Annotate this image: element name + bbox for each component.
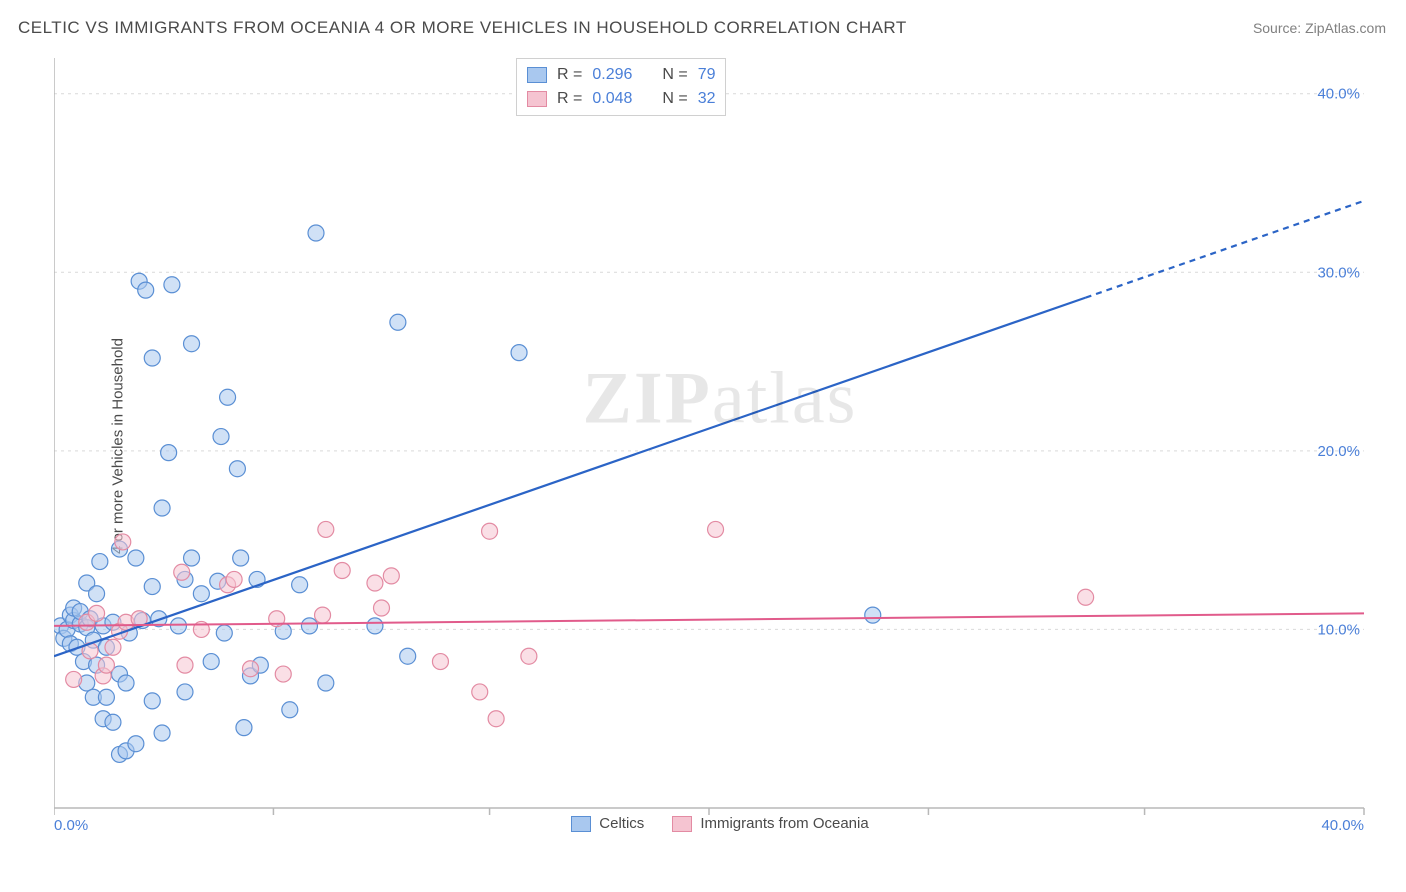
legend-label: Immigrants from Oceania — [700, 815, 868, 832]
svg-text:40.0%: 40.0% — [1317, 86, 1360, 103]
r-value: 0.048 — [592, 90, 644, 108]
scatter-plot: 10.0%20.0%30.0%40.0%0.0%40.0% ZIPatlas R… — [54, 58, 1386, 832]
r-value: 0.296 — [592, 66, 644, 84]
n-value: 32 — [698, 90, 716, 108]
plot-svg: 10.0%20.0%30.0%40.0%0.0%40.0% — [54, 58, 1386, 832]
svg-text:20.0%: 20.0% — [1317, 443, 1360, 460]
svg-text:10.0%: 10.0% — [1317, 621, 1360, 638]
svg-text:30.0%: 30.0% — [1317, 264, 1360, 281]
chart-title: CELTIC VS IMMIGRANTS FROM OCEANIA 4 OR M… — [18, 18, 907, 38]
r-label: R = — [557, 66, 582, 84]
legend-row-celtics: R = 0.296 N = 79 — [527, 63, 715, 87]
correlation-legend: R = 0.296 N = 79 R = 0.048 N = 32 — [516, 58, 726, 116]
swatch-oceania — [527, 91, 547, 107]
swatch-oceania — [672, 816, 692, 832]
swatch-celtics — [571, 816, 591, 832]
swatch-celtics — [527, 67, 547, 83]
source-attribution: Source: ZipAtlas.com — [1253, 20, 1386, 36]
n-label: N = — [662, 66, 687, 84]
legend-item-celtics: Celtics — [571, 815, 644, 832]
r-label: R = — [557, 90, 582, 108]
legend-label: Celtics — [599, 815, 644, 832]
legend-item-oceania: Immigrants from Oceania — [672, 815, 868, 832]
series-legend: Celtics Immigrants from Oceania — [54, 815, 1386, 832]
n-value: 79 — [698, 66, 716, 84]
n-label: N = — [662, 90, 687, 108]
legend-row-oceania: R = 0.048 N = 32 — [527, 87, 715, 111]
